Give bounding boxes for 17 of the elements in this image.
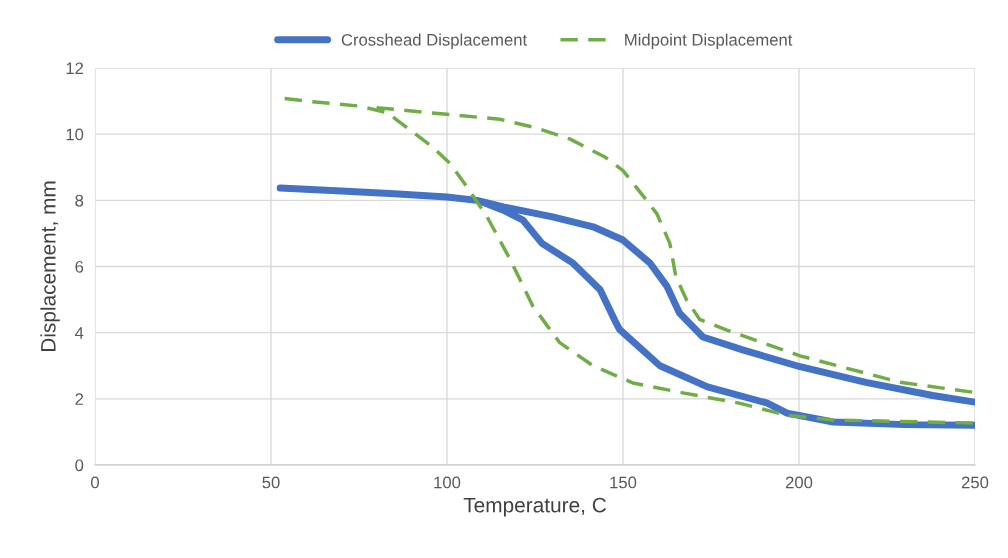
y-axis-title: Displacement, mm: [40, 181, 60, 352]
y-tick-label: 2: [75, 393, 84, 405]
x-tick-label: 250: [961, 476, 989, 489]
x-axis-title: Temperature, C: [463, 497, 606, 517]
y-tick-label: 4: [75, 327, 84, 339]
x-tick-label: 0: [91, 476, 99, 489]
y-tick-label: 10: [66, 128, 84, 141]
x-tick-label: 50: [262, 476, 280, 489]
legend-label: Midpoint Displacement: [625, 33, 793, 50]
y-tick-label: 6: [75, 260, 84, 273]
x-tick-label: 100: [434, 476, 461, 489]
y-tick-label: 12: [66, 62, 84, 75]
legend-label: Crosshead Displacement: [341, 33, 528, 50]
y-tick-label: 8: [75, 194, 84, 207]
x-tick-label: 150: [610, 476, 637, 489]
x-tick-label: 200: [785, 476, 813, 489]
y-tick-label: 0: [75, 459, 84, 472]
